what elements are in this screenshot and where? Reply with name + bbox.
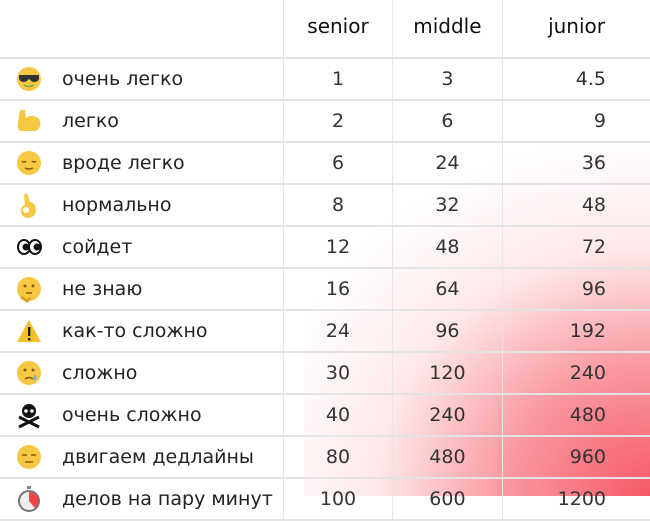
middle-value: 240 (391, 394, 503, 437)
senior-value: 1 (283, 58, 393, 101)
table-row: сойдет 12 48 72 (0, 226, 650, 269)
warning-icon (14, 316, 44, 346)
flexed-biceps-icon (14, 106, 44, 136)
header-junior: junior (502, 0, 650, 59)
row-label: сложно (62, 362, 138, 384)
row-label: как-то сложно (62, 320, 208, 342)
row-label-cell: легко (0, 100, 284, 143)
senior-value: 100 (283, 478, 393, 521)
table-row: двигаем дедлайны 80 480 960 (0, 436, 650, 479)
row-label: сойдет (62, 236, 133, 258)
row-label-cell: вроде легко (0, 142, 284, 185)
expressionless-face-icon (14, 442, 44, 472)
junior-value: 96 (502, 268, 650, 311)
table-row: как-то сложно 24 96 192 (0, 310, 650, 353)
row-label-cell: очень сложно (0, 394, 284, 437)
relieved-face-icon (14, 148, 44, 178)
table-row: вроде легко 6 24 36 (0, 142, 650, 185)
header-empty (0, 0, 284, 59)
junior-value: 72 (502, 226, 650, 269)
row-label: очень легко (62, 68, 184, 90)
junior-value: 480 (502, 394, 650, 437)
stopwatch-icon (14, 484, 44, 514)
table-row: нормально 8 32 48 (0, 184, 650, 227)
senior-value: 8 (283, 184, 393, 227)
header-middle: middle (391, 0, 503, 59)
crying-face-icon (14, 358, 44, 388)
senior-value: 16 (283, 268, 393, 311)
middle-value: 24 (391, 142, 503, 185)
table-row: сложно 30 120 240 (0, 352, 650, 395)
junior-value: 48 (502, 184, 650, 227)
middle-value: 600 (391, 478, 503, 521)
row-label: вроде легко (62, 152, 185, 174)
table-row: очень легко 1 3 4.5 (0, 58, 650, 101)
middle-value: 64 (391, 268, 503, 311)
row-label-cell: сойдет (0, 226, 284, 269)
row-label-cell: сложно (0, 352, 284, 395)
junior-value: 4.5 (502, 58, 650, 101)
row-label: делов на пару минут (62, 488, 273, 510)
row-label-cell: делов на пару минут (0, 478, 284, 521)
middle-value: 48 (391, 226, 503, 269)
junior-value: 36 (502, 142, 650, 185)
row-label: двигаем дедлайны (62, 446, 254, 468)
sunglasses-face-icon (14, 64, 44, 94)
junior-value: 960 (502, 436, 650, 479)
middle-value: 3 (391, 58, 503, 101)
senior-value: 6 (283, 142, 393, 185)
header-senior: senior (283, 0, 393, 59)
row-label-cell: как-то сложно (0, 310, 284, 353)
middle-value: 6 (391, 100, 503, 143)
middle-value: 120 (391, 352, 503, 395)
junior-value: 9 (502, 100, 650, 143)
senior-value: 40 (283, 394, 393, 437)
eyes-icon (14, 232, 44, 262)
junior-value: 192 (502, 310, 650, 353)
row-label: очень сложно (62, 404, 202, 426)
middle-value: 32 (391, 184, 503, 227)
table-row: легко 2 6 9 (0, 100, 650, 143)
senior-value: 24 (283, 310, 393, 353)
senior-value: 30 (283, 352, 393, 395)
ok-hand-icon (14, 190, 44, 220)
skull-crossbones-icon (14, 400, 44, 430)
senior-value: 80 (283, 436, 393, 479)
header-row: senior middle junior (0, 0, 650, 59)
row-label-cell: не знаю (0, 268, 284, 311)
senior-value: 2 (283, 100, 393, 143)
thinking-face-icon (14, 274, 44, 304)
table-row: делов на пару минут 100 600 1200 (0, 478, 650, 521)
row-label: нормально (62, 194, 172, 216)
junior-value: 240 (502, 352, 650, 395)
junior-value: 1200 (502, 478, 650, 521)
row-label-cell: нормально (0, 184, 284, 227)
table-row: очень сложно 40 240 480 (0, 394, 650, 437)
middle-value: 480 (391, 436, 503, 479)
senior-value: 12 (283, 226, 393, 269)
table-row: не знаю 16 64 96 (0, 268, 650, 311)
row-label: не знаю (62, 278, 143, 300)
row-label: легко (62, 110, 119, 132)
middle-value: 96 (391, 310, 503, 353)
row-label-cell: двигаем дедлайны (0, 436, 284, 479)
row-label-cell: очень легко (0, 58, 284, 101)
